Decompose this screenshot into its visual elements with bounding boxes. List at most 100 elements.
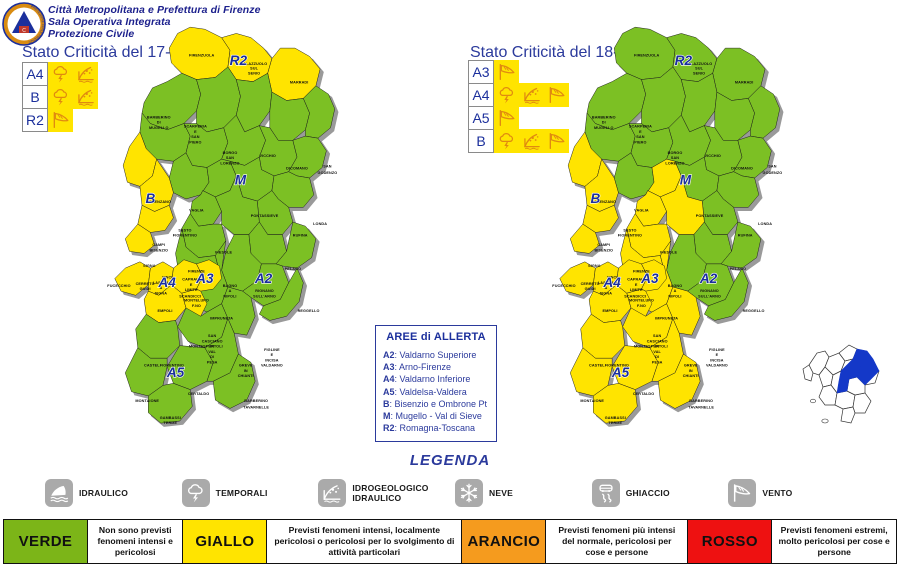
municipality-label: GODENZO [318, 171, 338, 175]
municipality-label: F.NO [192, 304, 201, 308]
inset-highlight-region [836, 348, 880, 394]
municipality-a3[interactable] [666, 286, 701, 336]
municipality-a3[interactable] [221, 286, 256, 336]
municipality-label: LASTRA [153, 281, 169, 285]
municipality-label: GUIDI [585, 287, 596, 291]
criticality-icons [494, 106, 519, 130]
temporali-icon [494, 129, 519, 153]
svg-text:C: C [22, 28, 26, 34]
municipality-label: IN [655, 345, 659, 349]
municipality-a4[interactable] [114, 261, 151, 296]
phenomenon-idrogeologico-idraulico: IDROGEOLOGICO IDRAULICO [318, 479, 455, 507]
zone-label-a3: A3 [195, 271, 214, 286]
municipality-a4[interactable] [143, 284, 187, 323]
municipality-m[interactable] [303, 85, 336, 139]
municipality-label: CALENZANO [146, 200, 171, 204]
municipality-a4[interactable] [588, 284, 632, 323]
neve-icon [455, 479, 484, 507]
municipality-label: FIORENTINO [173, 234, 197, 238]
municipality-label: EMPOLI [603, 309, 618, 313]
municipality-b[interactable] [569, 223, 600, 254]
municipality-m[interactable] [269, 91, 310, 141]
municipality-label: BARBERINO [147, 115, 171, 119]
phenomenon-ghiaccio: GHIACCIO [591, 479, 729, 507]
municipality-label: MARRADI [290, 81, 309, 85]
level-name-giallo: GIALLO [183, 520, 268, 563]
municipality-label: BARBERINO [592, 115, 616, 119]
municipality-label: LONDA [313, 222, 327, 226]
municipality-a5[interactable] [135, 313, 180, 359]
municipality-m[interactable] [680, 72, 718, 133]
municipality-label: RIPOLI [668, 294, 681, 298]
municipality-a2[interactable] [259, 267, 304, 321]
phenomenon-label: VENTO [762, 488, 793, 498]
municipality-label: FIRENZUOLA [634, 53, 659, 57]
municipality-label: TERME [608, 421, 622, 425]
municipality-label: SUL [695, 67, 703, 71]
aree-list: A2: Valdarno Superiore A3: Arno-Firenze A4… [383, 349, 489, 434]
municipality-label: PONTASSIEVE [251, 214, 279, 218]
idrogeologico-idraulico-icon [73, 62, 98, 86]
municipality-label: E [635, 283, 638, 287]
map-right[interactable]: FIRENZUOLA PALAZZUOLO SUL SENIO MARRADI BARBE… [455, 2, 895, 442]
municipality-m[interactable] [288, 135, 327, 179]
municipality-label: INCISA [265, 358, 279, 362]
municipality-m[interactable] [714, 91, 755, 141]
area-code-badge: A3 [468, 60, 494, 84]
aree-item-a5: A5: Valdelsa-Valdera [383, 386, 467, 397]
aree-item-m: M: Mugello - Val di Sieve [383, 411, 482, 422]
zone-label-a4: A4 [157, 275, 176, 290]
municipality-label: PIERO [189, 140, 201, 144]
municipality-label: CASCIANO [647, 339, 668, 343]
criticality-icons [48, 108, 73, 132]
municipality-a5[interactable] [148, 383, 193, 424]
org-line-1: Città Metropolitana e Prefettura di Fire… [48, 4, 261, 16]
municipality-label: SAN [653, 334, 661, 338]
zone-code-labels: R2 M B A4 A3 A2 A5 [590, 52, 718, 380]
municipality-label: VINCI [162, 276, 173, 280]
municipality-label: SIGNA [155, 291, 168, 295]
municipality-label: LORENZO [665, 161, 684, 165]
municipality-a2[interactable] [704, 267, 749, 321]
criticality-colour-table: VERDE Non sono previsti fenomeni intensi … [3, 519, 897, 564]
municipality-label: A [674, 289, 677, 293]
level-label: ARANCIO [467, 533, 541, 550]
municipality-a5[interactable] [580, 313, 625, 359]
municipality-label: VAGLIA [634, 209, 649, 213]
municipality-a4[interactable] [559, 261, 596, 296]
idrogeologico-idraulico-icon [519, 129, 544, 153]
municipality-m[interactable] [235, 72, 273, 133]
level-description-rosso: Previsti fenomeni estremi, molto pericol… [772, 520, 896, 563]
level-description-text: Non sono previsti fenomeni intensi e per… [97, 525, 173, 557]
idrogeologico-idraulico-icon [73, 85, 98, 109]
municipality-m[interactable] [733, 135, 772, 179]
org-line-2: Sala Operativa Integrata [48, 16, 171, 28]
org-line-3: Protezione Civile [48, 28, 135, 40]
municipality-label: MARRADI [735, 81, 754, 85]
municipality-a3[interactable] [212, 353, 256, 409]
municipality-a3[interactable] [657, 353, 701, 409]
municipality-label: FIRENZUOLA [189, 53, 214, 57]
municipality-label: TAVARNELLE [243, 405, 269, 409]
municipality-label: SUL [250, 67, 258, 71]
municipality-b[interactable] [124, 223, 155, 254]
zone-label-r2: R2 [675, 53, 693, 68]
municipality-layer [559, 26, 781, 424]
municipality-a5[interactable] [593, 383, 638, 424]
municipality-label: E [190, 283, 193, 287]
aree-item-a2: A2: Valdarno Superiore [383, 350, 477, 360]
vento-icon [544, 129, 569, 153]
municipality-label: MONTELUPO [629, 299, 654, 303]
zone-label-a2: A2 [254, 271, 273, 286]
municipality-label: CALENZANO [591, 200, 616, 204]
level-description-verde: Non sono previsti fenomeni intensi e per… [88, 520, 184, 563]
municipality-label: BISENZIO [149, 248, 168, 252]
municipality-m[interactable] [748, 85, 781, 139]
level-description-text: Previsti fenomeni intensi, localmente pe… [274, 525, 455, 557]
municipality-label: E [194, 130, 197, 134]
municipality-label: FIORENTINO [618, 234, 642, 238]
municipality-label: A [159, 286, 162, 290]
map-left[interactable]: FIRENZUOLA PALAZZUOLO SUL SENIO MARRADI BARBE… [10, 2, 450, 442]
level-name-arancio: ARANCIO [462, 520, 547, 563]
